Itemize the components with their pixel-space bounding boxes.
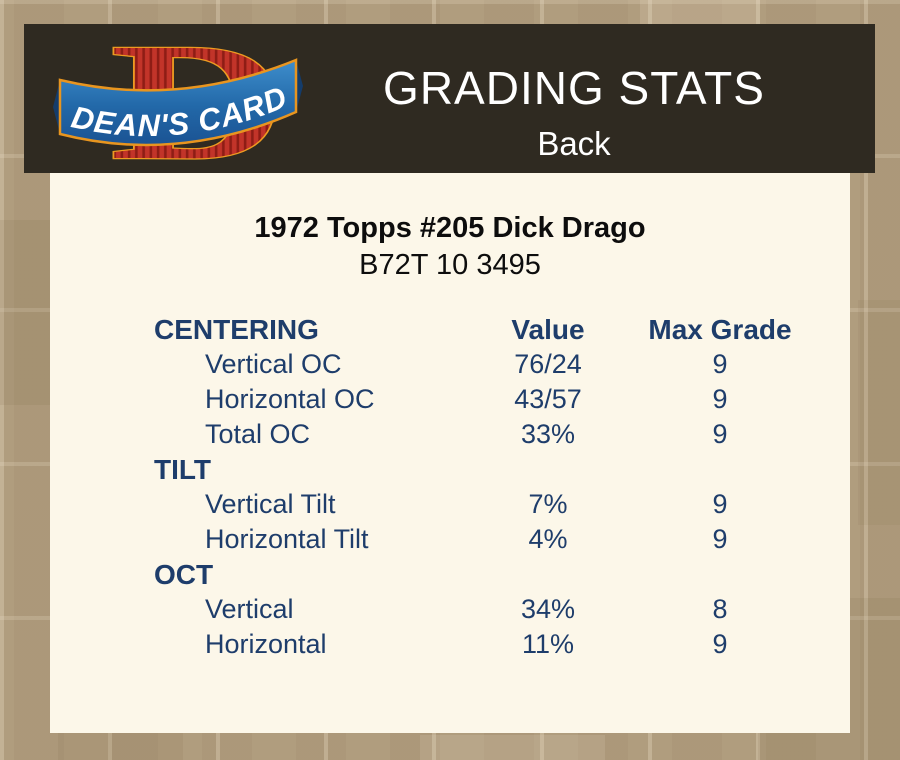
table-row: Horizontal OC 43/57 9 (50, 382, 850, 417)
section-label: CENTERING (154, 314, 319, 345)
row-label: Vertical Tilt (205, 489, 336, 519)
row-value: 34% (520, 594, 576, 624)
row-label: Vertical OC (205, 349, 342, 379)
row-max-grade: 9 (712, 629, 728, 659)
header-bar: D DEAN'S CARDS GRADING STATS Back (24, 24, 875, 173)
page-title: GRADING STATS (383, 62, 765, 114)
background-card-photo (858, 300, 900, 525)
table-row: Total OC 33% 9 (50, 417, 850, 452)
row-max-grade: 9 (712, 524, 728, 554)
section-header-row: TILT (50, 452, 850, 487)
table-row: Horizontal 11% 9 (50, 627, 850, 662)
section-label: OCT (154, 559, 214, 590)
row-label: Total OC (205, 419, 311, 449)
row-label: Vertical (205, 594, 294, 624)
table-row: Vertical Tilt 7% 9 (50, 487, 850, 522)
card-side-label: Back (537, 125, 611, 162)
section-header-row: CENTERING Value Max Grade (50, 312, 850, 347)
deans-cards-logo-icon: D DEAN'S CARDS (52, 29, 303, 167)
row-value: 11% (521, 629, 575, 659)
header-titles: GRADING STATS Back (294, 60, 854, 164)
section-header-row: OCT (50, 557, 850, 592)
row-value: 33% (520, 419, 576, 449)
section-label: TILT (154, 454, 212, 485)
stats-card: 1972 Topps #205 Dick Drago B72T 10 3495 … (50, 173, 850, 733)
row-max-grade: 9 (712, 419, 728, 449)
row-max-grade: 9 (712, 349, 728, 379)
row-max-grade: 8 (712, 594, 728, 624)
stats-table: CENTERING Value Max Grade Vertical OC 76/24 9… (50, 312, 850, 662)
table-row: Vertical 34% 8 (50, 592, 850, 627)
column-header-value: Value (511, 314, 585, 345)
table-row: Horizontal Tilt 4% 9 (50, 522, 850, 557)
card-code: B72T 10 3495 (359, 249, 541, 281)
table-row: Vertical OC 76/24 9 (50, 347, 850, 382)
row-value: 7% (528, 489, 568, 519)
ribbon-left-tail (53, 80, 60, 134)
row-max-grade: 9 (712, 384, 728, 414)
row-value: 43/57 (514, 384, 582, 414)
row-label: Horizontal (205, 629, 327, 659)
background-card-photo (420, 735, 605, 760)
row-label: Horizontal Tilt (205, 524, 369, 554)
ribbon-banner (58, 58, 298, 147)
card-title: 1972 Topps #205 Dick Drago (254, 212, 646, 244)
row-value: 76/24 (514, 349, 582, 379)
row-label: Horizontal OC (205, 384, 375, 414)
row-value: 4% (528, 524, 568, 554)
ribbon-right-tail (296, 60, 303, 112)
row-max-grade: 9 (712, 489, 728, 519)
column-header-max-grade: Max Grade (648, 314, 792, 345)
